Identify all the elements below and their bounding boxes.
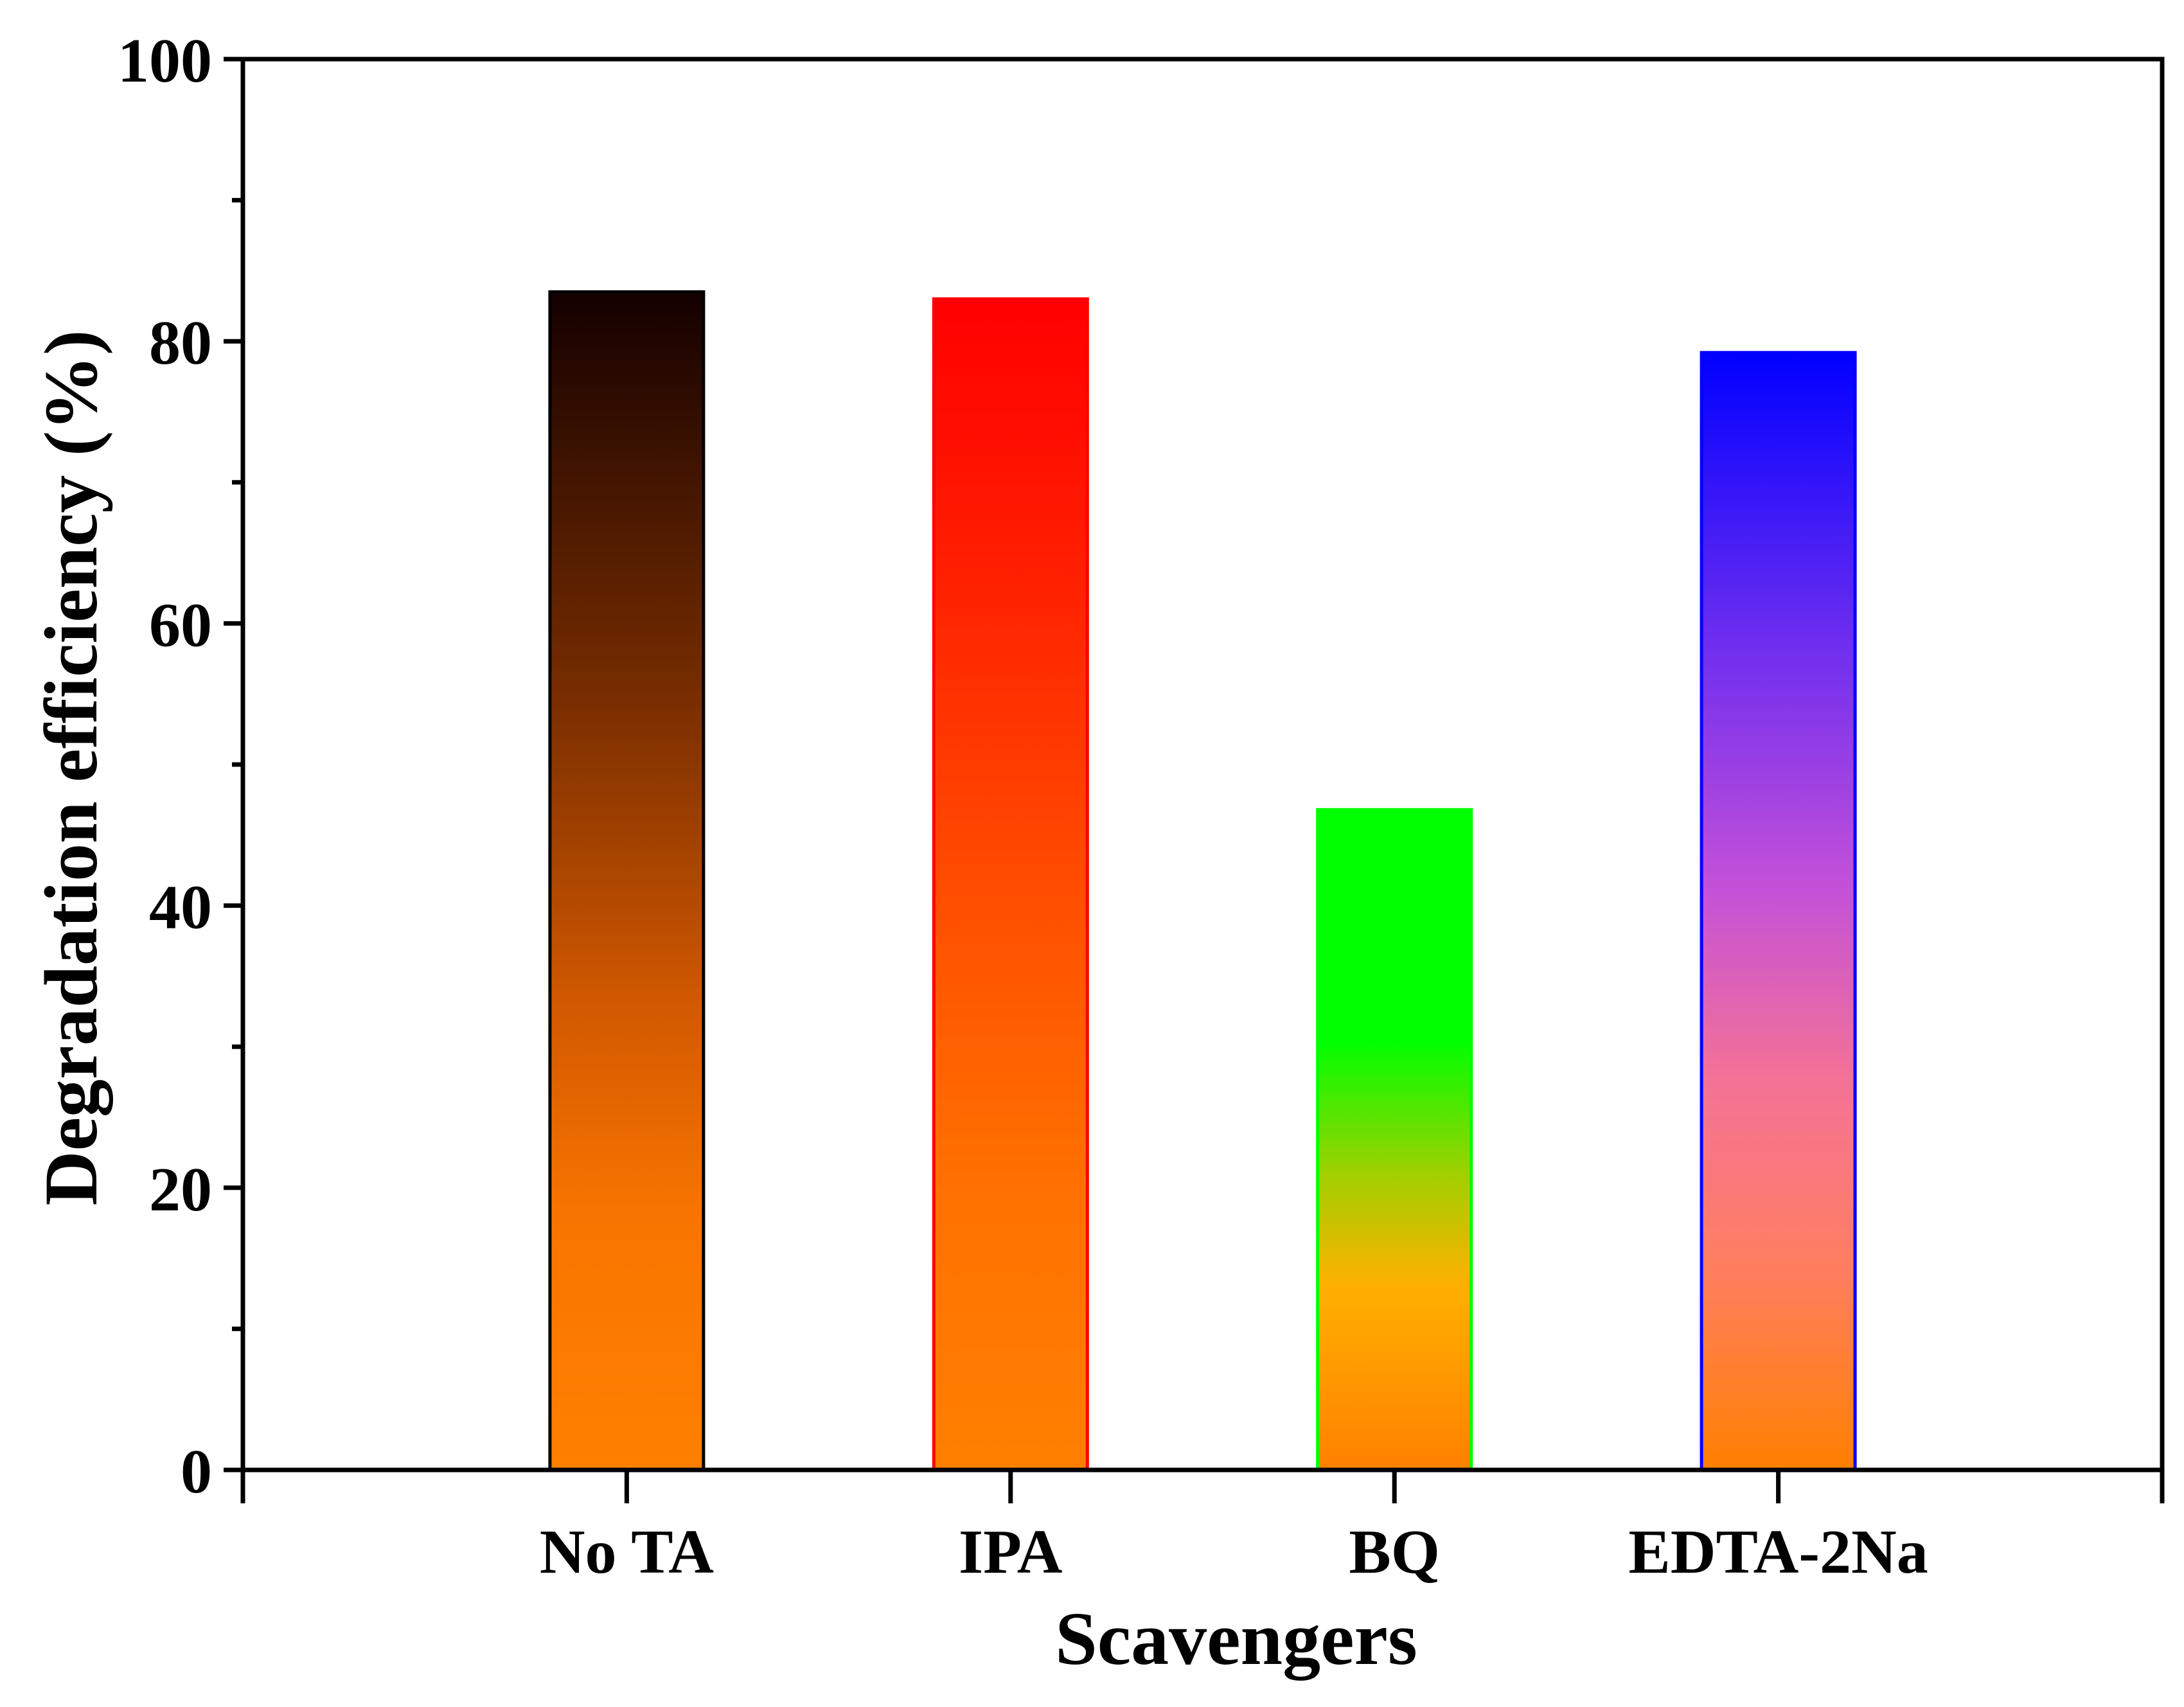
- bar-ipa: [932, 297, 1089, 1472]
- y-axis-title: Degradation efficiency (%): [29, 330, 113, 1205]
- x-axis-title: Scavengers: [1055, 1596, 1417, 1681]
- tick-labels-layer: 0 20 40 60 80 100 No TA IPA BQ EDTA-2Na: [118, 26, 1928, 1587]
- x-tick-label: IPA: [959, 1517, 1063, 1587]
- ticks-layer: [224, 57, 2165, 1503]
- y-tick-label: 40: [149, 873, 212, 942]
- x-tick-label: No TA: [540, 1517, 715, 1587]
- bar-no-ta: [548, 290, 706, 1472]
- y-tick-label: 0: [181, 1437, 212, 1507]
- x-tick-label: EDTA-2Na: [1628, 1517, 1928, 1587]
- y-tick-label: 60: [149, 590, 212, 660]
- y-tick-label: 20: [149, 1155, 212, 1225]
- x-tick-label: BQ: [1349, 1517, 1440, 1587]
- bar-bq: [1316, 808, 1473, 1472]
- y-tick-label: 100: [118, 26, 212, 96]
- bars-layer: [548, 290, 1857, 1472]
- bar-edta-2na: [1700, 351, 1857, 1472]
- y-tick-label: 80: [149, 308, 212, 378]
